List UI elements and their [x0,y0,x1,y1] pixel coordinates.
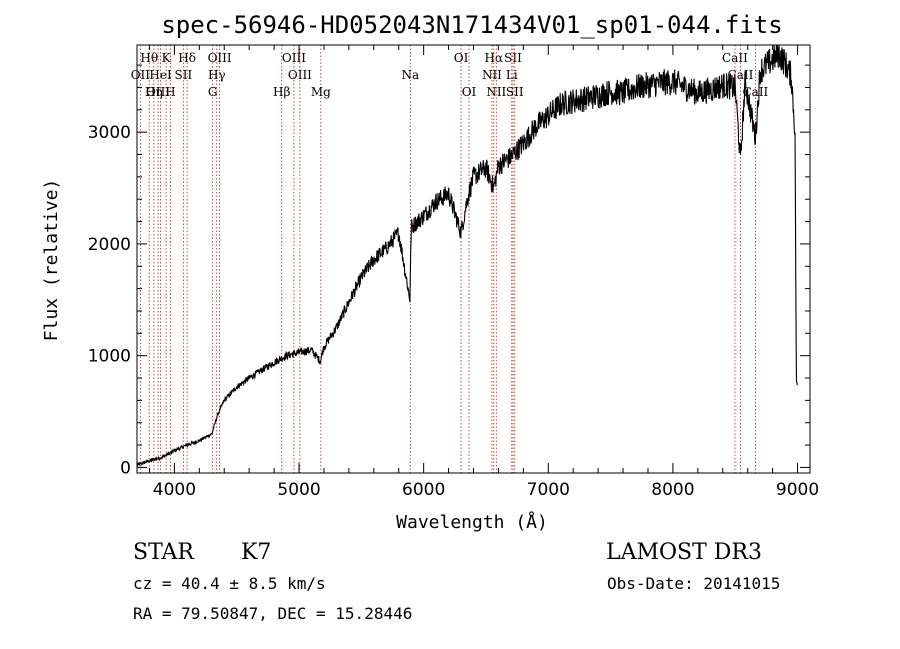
spectral-line-label: H [165,85,175,99]
x-tick-label: 8000 [651,480,694,500]
spectral-line-label: OI [462,85,477,99]
ra-dec: RA = 79.50847, DEC = 15.28446 [133,604,413,623]
spectral-line-label: NII [486,85,506,99]
spectral-line-label: Hη [145,85,163,99]
x-tick-label: 6000 [402,480,445,500]
spectral-line-label: Hγ [208,68,226,82]
plot-layer [136,44,798,468]
spectral-line-label: Hα [485,51,504,65]
axes-layer: 4000 5000 6000 7000 8000 9000 0 1000 2000 3000 [88,44,819,500]
y-axis-label: Flux (relative) [41,179,62,342]
spectral-line-label: SII [175,68,193,82]
spectral-line-label: NII [482,68,502,82]
chart-title: spec-56946-HD052043N171434V01_sp01-044.f… [161,11,782,39]
spectral-line-label: Hβ [273,85,290,99]
spectral-line-label: CaII [742,85,768,99]
spectral-line-label: Mg [311,85,331,99]
spectrum-series-line [136,44,798,468]
spectral-line-label: OIII [288,68,312,82]
observation-date: Obs-Date: 20141015 [607,574,781,593]
redshift-cz: cz = 40.4 ± 8.5 km/s [133,574,326,593]
plot-frame [136,44,811,474]
x-axis-label: Wavelength (Å) [396,511,548,533]
spectral-line-label: OII [131,68,151,82]
spectral-line-label: OIII [146,85,170,99]
spectral-line-label: CaII [722,51,748,65]
x-tick-label: 7000 [527,480,570,500]
spectral-line-label: Na [401,68,419,82]
spectral-line-label: K [162,51,172,65]
y-tick-label: 1000 [88,347,131,367]
survey-name: LAMOST DR3 [606,540,762,565]
x-tick-label: 4000 [153,480,196,500]
spectral-line-label: OIII [208,51,232,65]
spectral-line-label: SII [504,51,522,65]
spectral-line-label: HeI [149,68,172,82]
y-tick-label: 3000 [88,123,131,143]
object-class: STAR [133,540,194,565]
spectral-line-label: G [208,85,218,99]
spectral-line-label: OIII [282,51,306,65]
spectral-line-label: Hδ [178,51,196,65]
spectral-subclass: K7 [241,540,272,565]
spectral-line-label: Li [506,68,518,82]
x-tick-label: 5000 [277,480,320,500]
spectral-line-label: SII [506,85,524,99]
spectral-line-label: OI [454,51,469,65]
y-tick-label: 0 [120,458,131,478]
x-tick-label: 9000 [776,480,819,500]
y-tick-label: 2000 [88,235,131,255]
spectral-line-label: Hθ [140,51,158,65]
